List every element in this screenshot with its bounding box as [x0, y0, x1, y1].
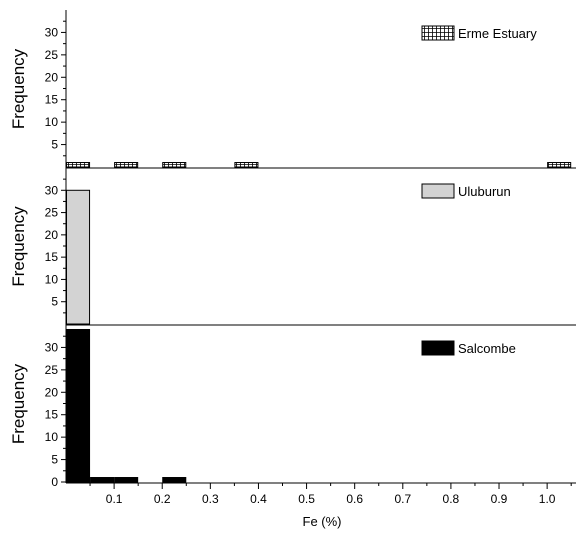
y-tick-label: 20: [45, 70, 59, 84]
y-tick-label: 20: [45, 385, 59, 399]
x-tick-label: 0.9: [491, 492, 508, 506]
x-tick-label: 0.1: [106, 492, 123, 506]
histogram-bar: [162, 162, 187, 168]
histogram-bar: [234, 162, 259, 168]
y-tick-label: 5: [51, 138, 58, 152]
x-tick-label: 0.4: [250, 492, 267, 506]
y-tick-label: 10: [45, 430, 59, 444]
y-tick-label: 5: [51, 453, 58, 467]
x-tick-label: 0.5: [298, 492, 315, 506]
y-tick-label: 10: [45, 272, 59, 286]
histogram-bar: [66, 328, 91, 483]
legend-swatch: [421, 340, 455, 356]
legend-label: Erme Estuary: [458, 26, 537, 41]
x-tick-label: 0.8: [443, 492, 460, 506]
histogram-bar: [114, 162, 139, 168]
y-tick-label: 30: [45, 25, 59, 39]
histogram-bar: [114, 477, 139, 483]
x-tick-label: 1.0: [539, 492, 556, 506]
panel-3: 0 5 10 15 20 25 30 Frequency Salcombe: [9, 325, 576, 489]
y-tick-label: 30: [45, 183, 59, 197]
x-axis-label: Fe (%): [303, 514, 342, 529]
panel-1: 5 10 15 20 25 30 Frequency Erme Estuary: [9, 10, 576, 169]
legend-label: Salcombe: [458, 341, 516, 356]
y-tick-label: 30: [45, 340, 59, 354]
histogram-bar: [90, 477, 115, 483]
legend-swatch: [421, 25, 455, 41]
y-tick-label: 10: [45, 115, 59, 129]
y-tick-label: 15: [45, 408, 59, 422]
y-tick-label: 20: [45, 228, 59, 242]
y-tick-label: 0: [51, 475, 58, 489]
y-axis-label: Frequency: [9, 363, 28, 444]
y-axis-label: Frequency: [9, 206, 28, 287]
y-tick-label: 15: [45, 250, 59, 264]
y-tick-label: 15: [45, 93, 59, 107]
y-tick-label: 5: [51, 295, 58, 309]
x-tick-label: 0.2: [154, 492, 171, 506]
histogram-bar: [547, 162, 572, 168]
y-tick-label: 25: [45, 206, 59, 220]
histogram-bar: [66, 189, 91, 325]
x-tick-label: 0.3: [202, 492, 219, 506]
x-tick-label: 0.7: [394, 492, 411, 506]
y-axis-label: Frequency: [9, 48, 28, 129]
legend-label: Uluburun: [458, 184, 511, 199]
y-tick-label: 25: [45, 363, 59, 377]
legend-swatch: [421, 183, 455, 199]
x-tick-label: 0.6: [346, 492, 363, 506]
y-tick-label: 25: [45, 48, 59, 62]
panel-2: 5 10 15 20 25 30 Frequency Uluburun: [9, 168, 576, 326]
histogram-bar: [162, 477, 187, 483]
histogram-bar: [66, 162, 91, 168]
